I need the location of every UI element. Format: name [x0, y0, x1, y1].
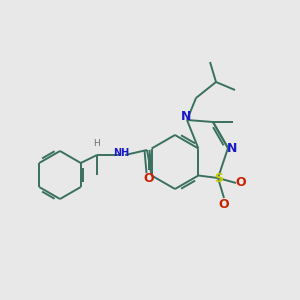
Text: N: N [181, 110, 191, 124]
Text: H: H [94, 139, 100, 148]
Text: O: O [144, 172, 154, 184]
Text: O: O [219, 197, 229, 211]
Text: NH: NH [113, 148, 129, 158]
Text: O: O [236, 176, 246, 190]
Text: S: S [214, 172, 224, 184]
Text: N: N [227, 142, 237, 154]
